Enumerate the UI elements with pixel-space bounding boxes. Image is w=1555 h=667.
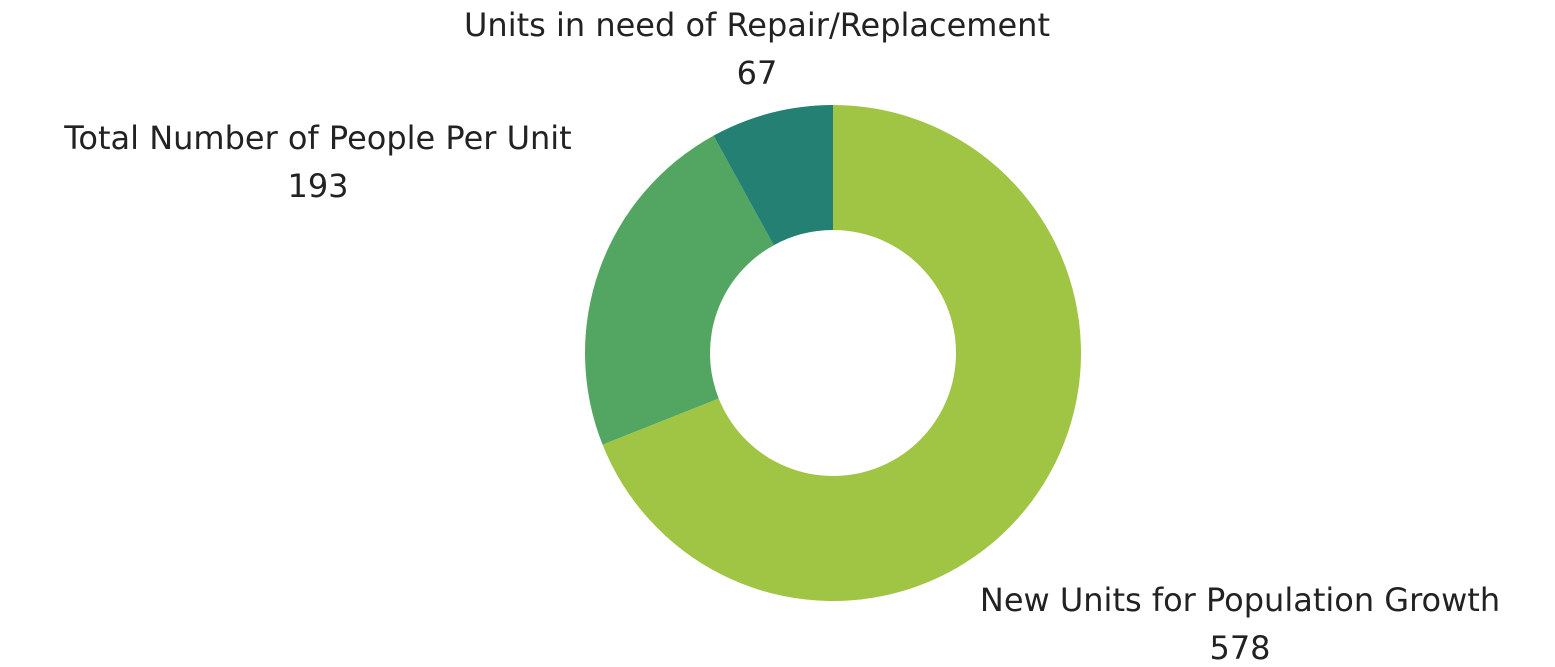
donut-slice xyxy=(585,135,774,445)
slice-value: 578 xyxy=(1209,629,1270,667)
slice-value: 67 xyxy=(737,54,778,92)
donut-slice xyxy=(602,105,1081,601)
slice-label: Total Number of People Per Unit xyxy=(63,119,571,157)
slice-label: New Units for Population Growth xyxy=(980,581,1500,619)
donut-slice xyxy=(713,105,833,246)
slice-label: Units in need of Repair/Replacement xyxy=(464,6,1050,44)
slice-value: 193 xyxy=(287,167,348,205)
